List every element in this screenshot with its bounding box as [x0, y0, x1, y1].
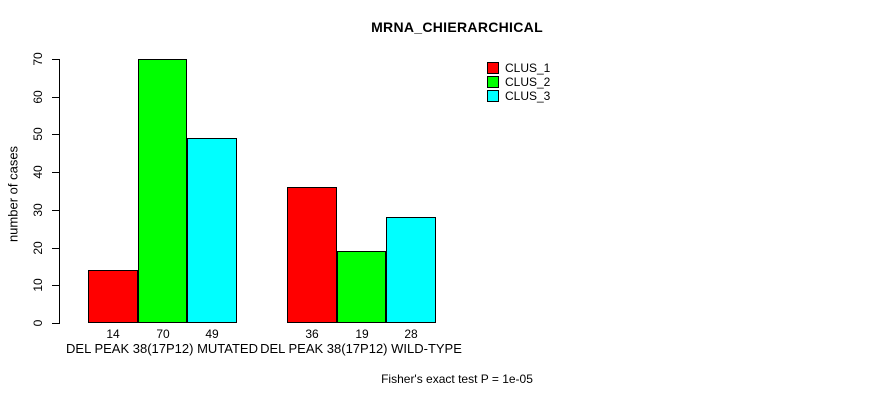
legend-swatch	[487, 76, 499, 88]
bar-value-label: 49	[205, 327, 219, 341]
y-tick	[52, 97, 59, 98]
group-label: DEL PEAK 38(17P12) MUTATED	[66, 341, 258, 356]
bar	[337, 251, 386, 323]
y-tick	[52, 210, 59, 211]
legend-label: CLUS_3	[505, 89, 551, 103]
legend-label: CLUS_2	[505, 75, 551, 89]
y-tick-label: 30	[31, 203, 45, 217]
y-tick	[52, 134, 59, 135]
y-tick-label: 20	[31, 241, 45, 255]
y-tick	[52, 59, 59, 60]
bar	[386, 217, 436, 323]
chart-title: MRNA_CHIERARCHICAL	[371, 19, 543, 35]
legend-entry: CLUS_1	[487, 61, 550, 75]
y-tick-label: 10	[31, 278, 45, 292]
bar-value-label: 19	[355, 327, 369, 341]
legend-label: CLUS_1	[505, 61, 551, 75]
y-tick-label: 60	[31, 90, 45, 104]
y-tick	[52, 323, 59, 324]
y-tick-label: 0	[31, 319, 45, 327]
legend: CLUS_1 CLUS_2 CLUS_3	[487, 61, 550, 103]
y-tick-label: 70	[31, 52, 45, 66]
bar-value-label: 70	[156, 327, 170, 341]
y-axis-line	[59, 59, 60, 324]
y-axis-title: number of cases	[5, 145, 21, 243]
y-tick-label: 40	[31, 165, 45, 179]
bar-value-label: 36	[305, 327, 319, 341]
legend-entry: CLUS_3	[487, 89, 550, 103]
group-label: DEL PEAK 38(17P12) WILD-TYPE	[260, 341, 462, 356]
legend-swatch	[487, 90, 499, 102]
legend-swatch	[487, 62, 499, 74]
bar	[187, 138, 237, 323]
bar-value-label: 28	[404, 327, 418, 341]
bar	[138, 59, 187, 323]
bar-value-label: 14	[106, 327, 120, 341]
bar	[287, 187, 337, 323]
footer-annotation: Fisher's exact test P = 1e-05	[381, 372, 533, 386]
legend-entry: CLUS_2	[487, 75, 550, 89]
y-tick	[52, 172, 59, 173]
y-tick	[52, 248, 59, 249]
y-tick	[52, 285, 59, 286]
y-tick-label: 50	[31, 127, 45, 141]
bar	[88, 270, 138, 323]
